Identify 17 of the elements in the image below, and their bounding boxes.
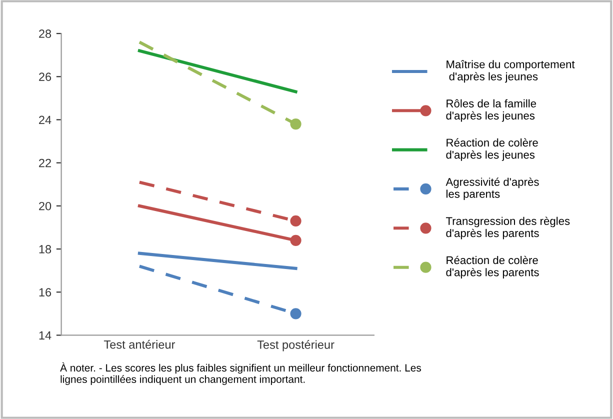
legend-label: Réaction de colère d'après les parents bbox=[446, 256, 539, 278]
text: À noter. - Les scores les plus faibles signifient un meilleur fonctionnement. Les lignes pointillées indiquent un changement important. bbox=[60, 362, 422, 385]
y-tick-label: 24 bbox=[39, 116, 52, 124]
y-tick-label: 18 bbox=[39, 245, 52, 254]
y-tick-label: 28 bbox=[39, 30, 52, 38]
legend-label: Réaction de colère d'après les jeunes bbox=[446, 138, 538, 161]
x-tick-label: Test antérieur bbox=[104, 340, 176, 349]
x-tick-label: Test postérieur bbox=[257, 340, 334, 352]
y-tick-label: 20 bbox=[39, 202, 52, 210]
y-tick-label: 22 bbox=[39, 158, 51, 168]
legend-label: Maîtrise du comportement d'après les jeunes bbox=[446, 60, 575, 83]
y-tick-label: 16 bbox=[39, 288, 52, 296]
legend-label: Agressivité d'après les parents bbox=[446, 178, 539, 200]
y-tick-label: 14 bbox=[39, 331, 52, 340]
y-tick-label: 26 bbox=[39, 72, 52, 82]
legend-label: Rôles de la famille d'après les jeunes bbox=[446, 99, 536, 122]
legend-label: Transgression des règles d'après les parents bbox=[446, 216, 570, 240]
